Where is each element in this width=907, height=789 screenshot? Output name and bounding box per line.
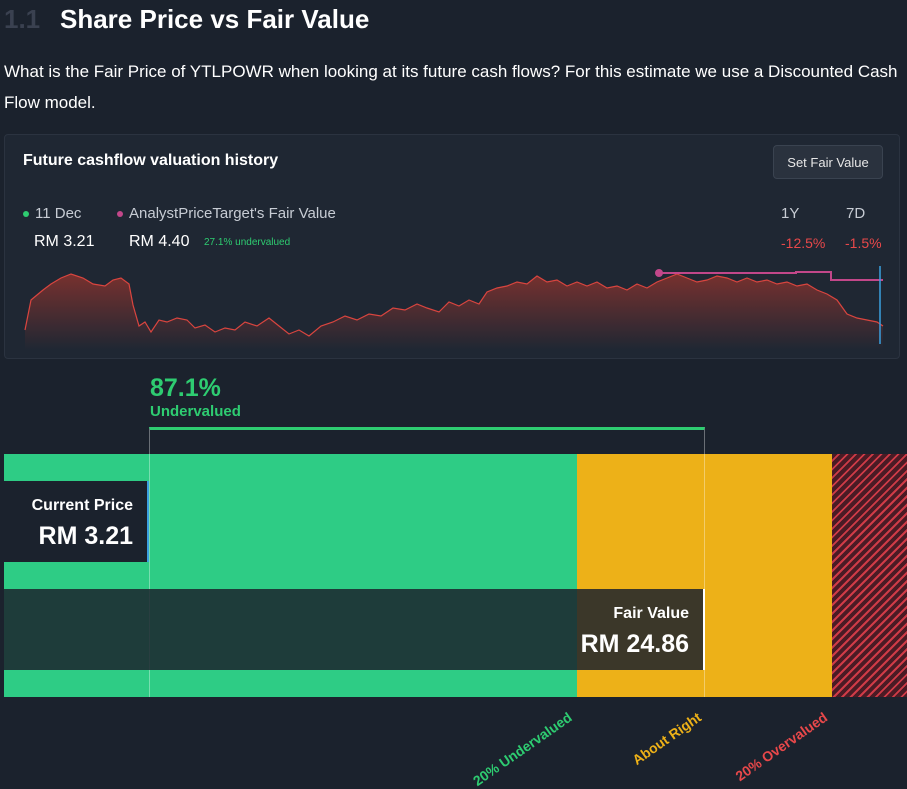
- fair-value-label: Fair Value: [613, 605, 689, 622]
- valuation-bracket: [149, 427, 705, 697]
- intro-text: What is the Fair Price of YTLPOWR when l…: [4, 62, 898, 112]
- price-area: [25, 274, 883, 350]
- legend-price-label: 11 Dec: [35, 205, 82, 222]
- section-number: 1.1: [4, 4, 41, 34]
- zone-label-overvalued: 20% Overvalued: [732, 708, 830, 785]
- change-1y: -12.5%: [781, 235, 826, 251]
- valuation-sparkline: [24, 266, 884, 350]
- change-7d: -1.5%: [845, 235, 882, 251]
- price-value: RM 3.21: [34, 233, 95, 250]
- current-price-label: Current Price: [31, 497, 133, 514]
- card-title: Future cashflow valuation history: [23, 152, 279, 169]
- legend-price[interactable]: 11 Dec: [23, 205, 81, 222]
- overvalued-zone: [832, 454, 907, 697]
- period-1y[interactable]: 1Y: [781, 205, 800, 222]
- undervalued-percent: 87.1%: [150, 374, 221, 402]
- undervalued-note: 27.1% undervalued: [204, 237, 291, 248]
- pink-dot-icon: [117, 210, 123, 217]
- current-price-box: Current Price RM 3.21: [4, 481, 149, 562]
- zone-label-about-right: About Right: [629, 708, 704, 768]
- fair-value-box: Fair Value RM 24.86: [4, 589, 705, 670]
- price-line: [24, 273, 884, 337]
- section-title: Share Price vs Fair Value: [60, 4, 370, 34]
- valuation-history-card: Future cashflow valuation history Set Fa…: [4, 134, 900, 359]
- fair-value-start-dot: [655, 269, 663, 277]
- undervalued-label: Undervalued: [150, 403, 241, 420]
- green-dot-icon: [23, 210, 29, 217]
- fair-value-line: [659, 271, 883, 281]
- zone-label-undervalued: 20% Undervalued: [470, 708, 575, 789]
- fair-value-amount: RM 24.86: [580, 630, 689, 658]
- set-fair-value-button[interactable]: Set Fair Value: [773, 145, 883, 179]
- legend-fair-value[interactable]: AnalystPriceTarget's Fair Value: [117, 205, 336, 222]
- fair-value-value: RM 4.40: [129, 233, 190, 250]
- legend-fair-value-label: AnalystPriceTarget's Fair Value: [129, 205, 336, 222]
- current-price-value: RM 3.21: [38, 522, 133, 550]
- period-7d[interactable]: 7D: [846, 205, 866, 222]
